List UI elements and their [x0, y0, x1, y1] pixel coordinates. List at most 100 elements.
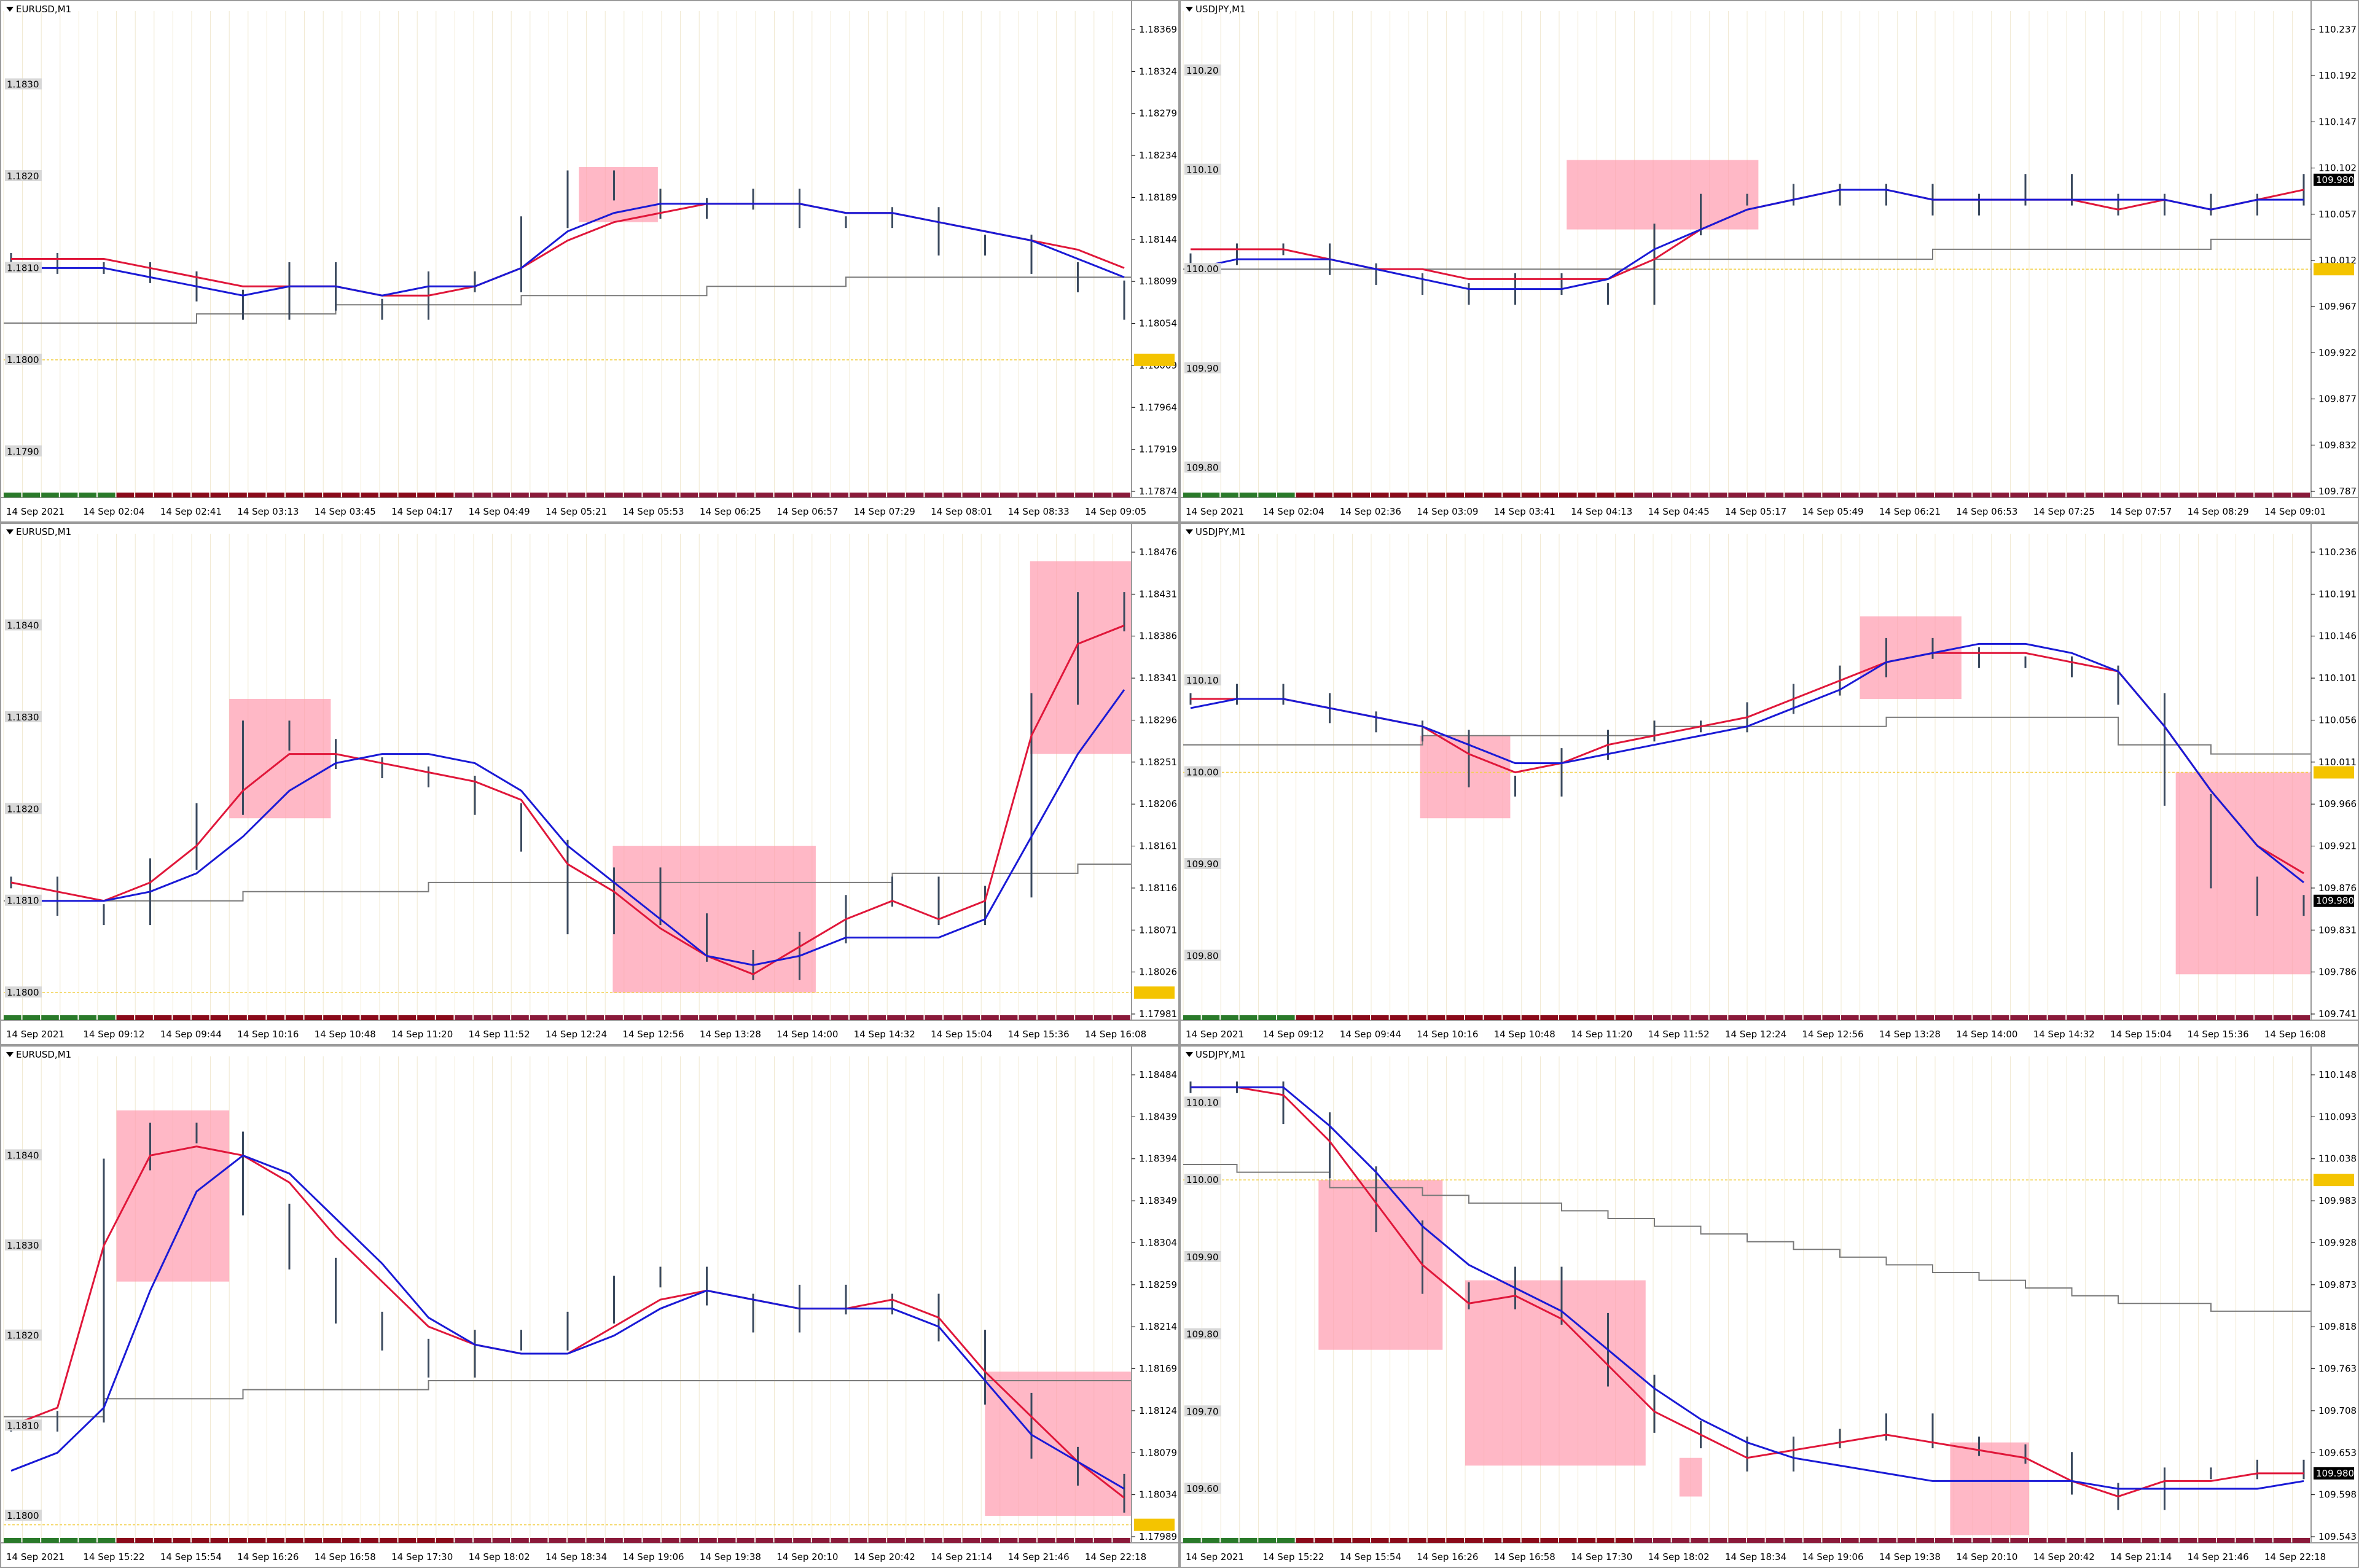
session-segment: [793, 493, 811, 497]
session-segment: [1991, 1015, 2009, 1020]
session-segment: [1897, 493, 1915, 497]
session-segment: [1038, 1538, 1055, 1543]
session-segment: [1352, 1015, 1370, 1020]
y-tick-label-left: 1.1800: [7, 354, 39, 365]
dropdown-triangle-icon[interactable]: [1186, 1052, 1193, 1057]
x-tick-label: 14 Sep 12:24: [546, 1029, 607, 1040]
y-level-box: [5, 894, 42, 906]
x-tick-label: 14 Sep 12:56: [622, 1029, 684, 1040]
symbol-label[interactable]: EURUSD,M1: [6, 4, 71, 15]
session-segment: [1221, 1538, 1238, 1543]
symbol-label[interactable]: USDJPY,M1: [1186, 4, 1246, 15]
x-tick-label: 14 Sep 13:28: [1879, 1029, 1941, 1040]
session-segment: [1019, 493, 1036, 497]
x-tick-label: 14 Sep 16:58: [1494, 1551, 1555, 1562]
chart-panel[interactable]: 110.237 110.192 110.147 110.102 110.057 110.0…: [1180, 0, 2359, 523]
session-segment: [116, 493, 135, 497]
session-segment: [22, 1538, 41, 1543]
symbol-text: USDJPY,M1: [1195, 4, 1246, 15]
session-segment: [944, 493, 961, 497]
dropdown-triangle-icon[interactable]: [6, 1052, 14, 1057]
session-segment: [2236, 1015, 2254, 1020]
x-tick-label: 14 Sep 20:10: [777, 1551, 838, 1562]
chart-panel[interactable]: 1.18369 1.18324 1.18279 1.18234 1.18189 1.181…: [0, 0, 1180, 523]
ma-fast-line: [11, 689, 1125, 966]
y-tick-label-left: 110.00: [1186, 263, 1219, 275]
session-segment: [530, 1538, 548, 1543]
x-tick-label: 14 Sep 04:13: [1571, 506, 1632, 517]
session-segment: [192, 493, 209, 497]
session-segment: [887, 1015, 905, 1020]
dropdown-triangle-icon[interactable]: [6, 7, 14, 12]
y-tick-label-right: 1.17964: [1139, 402, 1177, 413]
x-tick-label: 14 Sep 10:16: [1417, 1029, 1478, 1040]
x-tick-label: 14 Sep 04:45: [1648, 506, 1710, 517]
session-segment: [812, 493, 830, 497]
y-level-box: [1184, 1250, 1221, 1262]
dropdown-triangle-icon[interactable]: [1186, 529, 1193, 534]
y-tick-label-right: 110.038: [2318, 1153, 2357, 1164]
session-segment: [812, 1015, 830, 1020]
y-tick-label-right: 109.818: [2318, 1321, 2357, 1332]
y-tick-label-left: 109.90: [1186, 859, 1219, 870]
session-segment: [1075, 1015, 1093, 1020]
session-segment: [1672, 1538, 1690, 1543]
x-tick-label: 14 Sep 20:42: [2033, 1551, 2095, 1562]
session-segment: [887, 493, 905, 497]
chart-svg: 110.237 110.192 110.147 110.102 110.057 110.0…: [1181, 1, 2358, 517]
y-tick-label-right: 109.877: [2318, 394, 2357, 405]
chart-panel[interactable]: 1.18476 1.18431 1.18386 1.18341 1.18296 1.182…: [0, 523, 1180, 1045]
y-level-box: [5, 1329, 42, 1341]
price-level-badge: [2314, 1174, 2354, 1187]
session-segment: [1221, 1015, 1238, 1020]
session-segment: [98, 1015, 115, 1020]
y-tick-label-left: 1.1800: [7, 987, 39, 998]
highlight-zone: [1567, 160, 1759, 230]
session-segment: [1803, 1538, 1821, 1543]
session-segment: [1672, 493, 1690, 497]
session-segment: [1427, 493, 1446, 497]
session-segment: [906, 493, 924, 497]
symbol-label[interactable]: USDJPY,M1: [1186, 526, 1246, 537]
x-tick-label: 14 Sep 03:09: [1417, 506, 1478, 517]
y-tick-label-left: 110.00: [1186, 767, 1219, 778]
session-segment: [154, 1538, 172, 1543]
session-segment: [1503, 1015, 1520, 1020]
session-segment: [248, 493, 266, 497]
symbol-label[interactable]: EURUSD,M1: [6, 1049, 71, 1060]
session-segment: [1991, 493, 2009, 497]
x-tick-label: 14 Sep 11:20: [1571, 1029, 1632, 1040]
session-segment: [1484, 1015, 1502, 1020]
x-tick-label: 14 Sep 06:21: [1879, 506, 1941, 517]
ma-fast-line: [1190, 189, 2304, 291]
chart-panel[interactable]: 1.18484 1.18439 1.18394 1.18349 1.18304 1.182…: [0, 1045, 1180, 1568]
x-tick-label: 14 Sep 13:28: [700, 1029, 761, 1040]
x-tick-label: 14 Sep 08:29: [2188, 506, 2249, 517]
y-level-box: [5, 619, 42, 631]
session-segment: [1277, 1538, 1295, 1543]
dropdown-triangle-icon[interactable]: [1186, 7, 1193, 12]
y-level-box: [5, 170, 42, 181]
session-segment: [887, 1538, 905, 1543]
y-level-box: [5, 262, 42, 273]
session-segment: [1691, 493, 1708, 497]
session-segment: [1075, 493, 1093, 497]
symbol-label[interactable]: USDJPY,M1: [1186, 1049, 1246, 1060]
y-tick-label-right: 1.18394: [1139, 1153, 1177, 1164]
chart-panel[interactable]: 110.148 110.093 110.038 109.983 109.928 109.8…: [1180, 1045, 2359, 1568]
session-segment: [1333, 1015, 1352, 1020]
x-tick-label: 14 Sep 09:12: [83, 1029, 144, 1040]
dropdown-triangle-icon[interactable]: [6, 529, 14, 534]
session-segment: [1578, 1015, 1596, 1020]
y-tick-label-right: 1.17874: [1139, 486, 1177, 497]
x-tick-label: 14 Sep 10:16: [237, 1029, 299, 1040]
x-tick-label: 14 Sep 06:57: [777, 506, 838, 517]
highlight-zone: [116, 1110, 230, 1282]
y-level-box: [5, 1510, 42, 1521]
x-tick-label: 14 Sep 15:36: [2188, 1029, 2249, 1040]
session-segment: [1766, 1015, 1784, 1020]
session-segment: [1841, 1538, 1859, 1543]
y-tick-label-right: 109.786: [2318, 967, 2357, 978]
chart-panel[interactable]: 110.236 110.191 110.146 110.101 110.056 110.0…: [1180, 523, 2359, 1045]
symbol-label[interactable]: EURUSD,M1: [6, 526, 71, 537]
